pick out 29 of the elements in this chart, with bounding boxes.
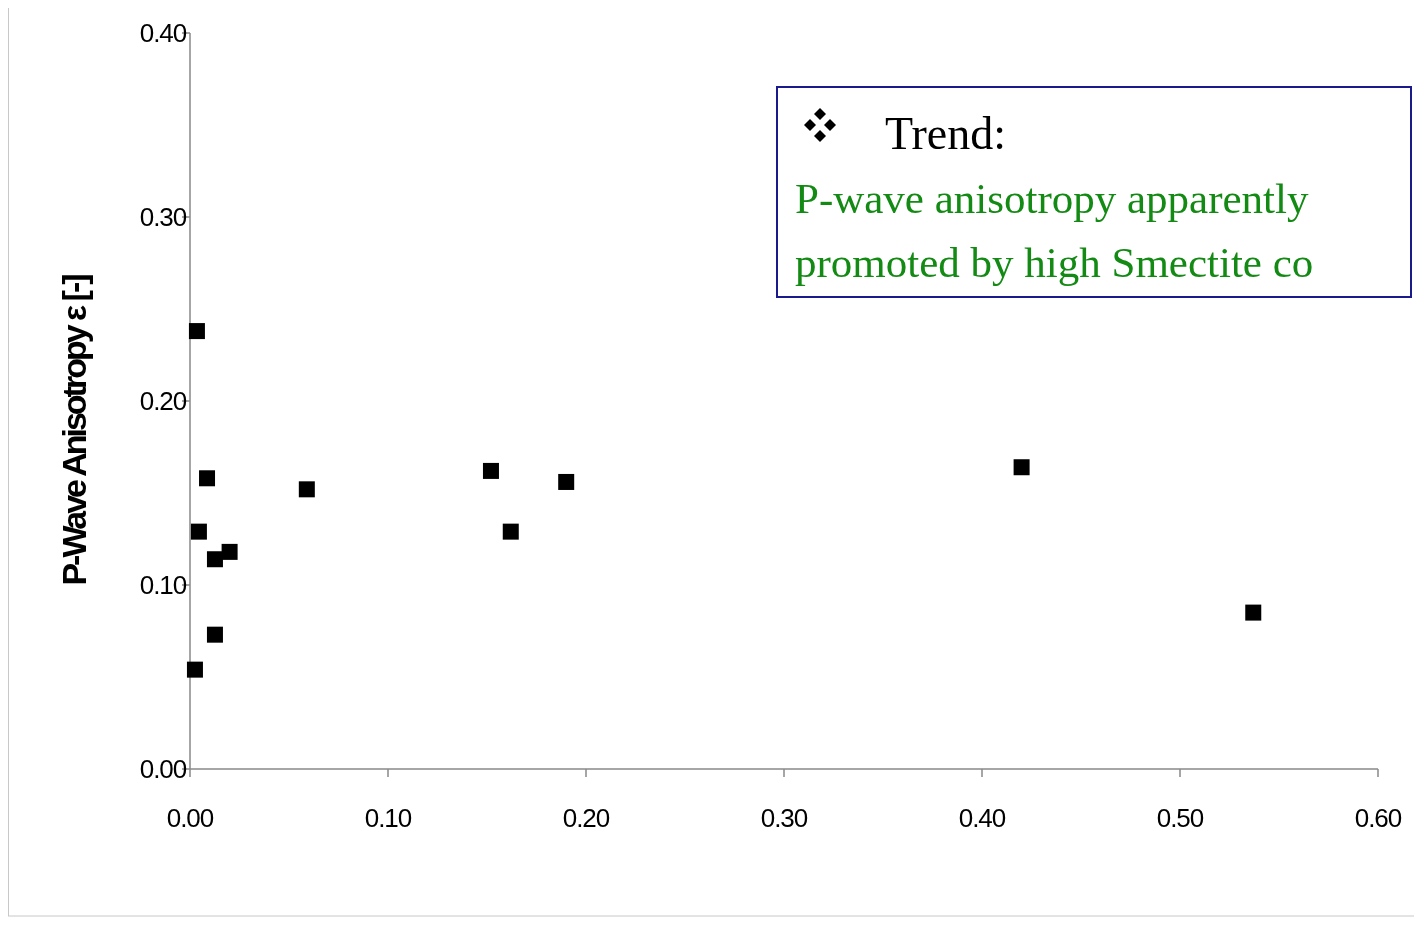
- y-axis-title: P-Wave Anisotropy ε [-]: [55, 274, 93, 586]
- point: [1245, 604, 1262, 621]
- annotation: P-wave anisotropy apparently: [795, 175, 1309, 222]
- x-tick-label: 0.60: [1354, 803, 1402, 833]
- point: [199, 470, 216, 487]
- point: [558, 473, 575, 490]
- annotation: Trend:: [885, 108, 1006, 159]
- x-tick-label: 0.20: [562, 803, 610, 833]
- x-tick-label: 0.10: [364, 803, 412, 833]
- point: [1013, 459, 1030, 476]
- y-tick-label: 0.20: [139, 386, 187, 417]
- annotation: promoted by high Smectite co: [795, 239, 1314, 286]
- y-tick-label: 0.10: [139, 570, 187, 601]
- y-tick-label: 0.00: [139, 754, 187, 785]
- point: [298, 481, 315, 498]
- x-tick-label: 0.50: [1156, 803, 1204, 833]
- x-tick-label: 0.40: [958, 803, 1006, 833]
- point: [206, 551, 223, 568]
- point: [221, 543, 238, 560]
- x-tick-label: 0.30: [760, 803, 808, 833]
- y-tick-label: 0.30: [139, 202, 187, 233]
- point: [502, 523, 519, 540]
- point: [482, 462, 499, 479]
- x-tick-label: 0.00: [166, 803, 214, 833]
- point: [206, 626, 223, 643]
- y-tick-label: 0.40: [139, 18, 187, 49]
- point: [188, 323, 205, 340]
- point: [190, 523, 207, 540]
- point: [186, 661, 203, 678]
